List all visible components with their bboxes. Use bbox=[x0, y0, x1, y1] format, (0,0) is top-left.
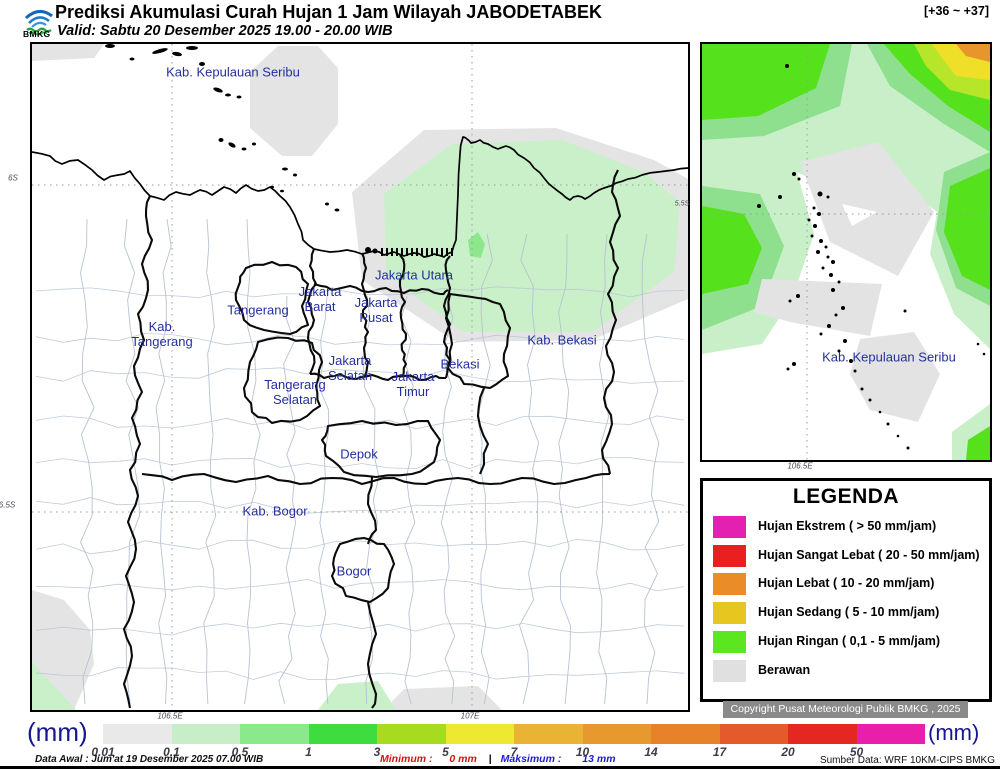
legend-item-label: Hujan Lebat ( 10 - 20 mm/jam) bbox=[758, 576, 935, 591]
legend-item-label: Hujan Ringan ( 0,1 - 5 mm/jam) bbox=[758, 633, 940, 648]
map-region-label-kab-tangerang: Kab. Tangerang bbox=[131, 319, 193, 349]
colorbar-tick: 0.5 bbox=[231, 745, 249, 759]
colorbar-segment bbox=[308, 724, 377, 744]
map-region-label-jakarta-barat: Jakarta Barat bbox=[298, 284, 342, 314]
page-title: Prediksi Akumulasi Curah Hujan 1 Jam Wil… bbox=[55, 2, 602, 22]
map-region-label-bekasi: Bekasi bbox=[440, 356, 480, 372]
legend-item: Hujan Ringan ( 0,1 - 5 mm/jam) bbox=[703, 630, 989, 653]
colorbar-tick: 0.01 bbox=[91, 745, 115, 759]
legend-item: Hujan Sangat Lebat ( 20 - 50 mm/jam) bbox=[703, 544, 989, 567]
map-axis-label: 107E bbox=[460, 711, 480, 721]
legend-item: Hujan Lebat ( 10 - 20 mm/jam) bbox=[703, 573, 989, 596]
legend-box: LEGENDA Hujan Ekstrem ( > 50 mm/jam) Huja… bbox=[700, 478, 992, 702]
legend-item-label: Hujan Sedang ( 5 - 10 mm/jam) bbox=[758, 605, 940, 620]
colorbar-segment bbox=[171, 724, 240, 744]
colorbar-segment bbox=[788, 724, 857, 744]
legend-color-swatch bbox=[713, 573, 746, 596]
forecast-lead-time: [+36 ~ +37] bbox=[924, 4, 989, 18]
legend-color-swatch bbox=[713, 602, 746, 625]
colorbar-unit-right: (mm) bbox=[928, 720, 980, 745]
colorbar-tick: 0.1 bbox=[163, 745, 180, 759]
colorbar-tick: 17 bbox=[712, 745, 727, 759]
legend-item: Hujan Sedang ( 5 - 10 mm/jam) bbox=[703, 602, 989, 625]
main-map: Kab. Kepulauan Seribu Jakarta Utara Jakart… bbox=[30, 42, 690, 712]
map-region-label-jakarta-pusat: Jakarta Pusat bbox=[354, 295, 398, 325]
map-region-label-kab-kepulauan-seribu: Kab. Kepulauan Seribu bbox=[166, 64, 300, 80]
colorbar-tick: 50 bbox=[849, 745, 864, 759]
legend-title: LEGENDA bbox=[792, 485, 900, 508]
valid-time-subtitle: Valid: Sabtu 20 Desember 2025 19.00 - 20… bbox=[57, 23, 393, 39]
colorbar-tick: 7 bbox=[510, 745, 518, 759]
colorbar-segment bbox=[103, 724, 172, 744]
map-region-label-tangerang: Tangerang bbox=[227, 302, 289, 318]
colorbar-tick: 14 bbox=[644, 745, 658, 759]
colorbar-tick: 1 bbox=[305, 745, 312, 759]
colorbar-segment bbox=[582, 724, 651, 744]
map-axis-label: 6.5S bbox=[0, 500, 16, 510]
map-axis-label: 106.5E bbox=[157, 711, 183, 721]
colorbar-segment bbox=[445, 724, 514, 744]
separator: | bbox=[488, 753, 492, 765]
colorbar-unit-left: (mm) bbox=[27, 717, 88, 747]
minimum-value: 0 mm bbox=[449, 753, 477, 765]
colorbar-segment bbox=[514, 724, 583, 744]
maksimum-value: 13 mm bbox=[582, 753, 616, 765]
inset-lat-label: 5.5S bbox=[674, 200, 690, 208]
legend-color-swatch bbox=[713, 516, 746, 538]
bmkg-logo-icon bbox=[24, 10, 53, 36]
map-region-label-jakarta-selatan: Jakarta Selatan bbox=[327, 353, 373, 383]
legend-item-label: Hujan Sangat Lebat ( 20 - 50 mm/jam) bbox=[758, 547, 980, 562]
map-axis-label: 6S bbox=[8, 173, 18, 183]
map-region-label-jakarta-utara: Jakarta Utara bbox=[374, 267, 454, 283]
copyright-bar: Copyright Pusat Meteorologi Publik BMKG … bbox=[723, 701, 968, 718]
colorbar-segment bbox=[719, 724, 788, 744]
minimum-label: Minimum : bbox=[380, 753, 433, 765]
inset-map-canvas bbox=[702, 44, 990, 460]
bottom-divider bbox=[0, 766, 1000, 769]
data-source-text: Sumber Data: WRF 10KM-CIPS BMKG bbox=[819, 755, 995, 766]
colorbar-segment bbox=[856, 724, 925, 744]
map-region-label-depok: Depok bbox=[340, 446, 378, 462]
colorbar-segment bbox=[377, 724, 446, 744]
colorbar-tick: 10 bbox=[575, 745, 590, 759]
inset-overview-map: Kab. Kepulauan Seribu bbox=[700, 42, 992, 462]
inset-lon-label: 106.5E bbox=[787, 461, 813, 471]
legend-item: Berawan bbox=[703, 659, 989, 682]
colorbar-tick: 20 bbox=[781, 745, 795, 759]
data-awal-text: Data Awal : Jum'at 19 Desember 2025 07.0… bbox=[35, 754, 264, 765]
map-region-label-bogor: Bogor bbox=[336, 563, 372, 579]
colorbar-tick: 5 bbox=[442, 745, 449, 759]
legend-color-swatch bbox=[713, 544, 746, 567]
maksimum-label: Maksimum : bbox=[500, 753, 562, 765]
legend-item-label: Hujan Ekstrem ( > 50 mm/jam) bbox=[758, 519, 937, 533]
map-region-label-jakarta-timur: Jakarta Timur bbox=[391, 369, 435, 399]
bmkg-logo-text: BMKG bbox=[23, 29, 51, 39]
min-max-summary: Minimum : 0 mm | Maksimum : 13 mm bbox=[380, 753, 616, 765]
legend-color-swatch bbox=[713, 630, 746, 653]
colorbar-segment bbox=[240, 724, 309, 744]
map-region-label-kab-bekasi: Kab. Bekasi bbox=[527, 332, 597, 348]
main-map-canvas bbox=[32, 44, 688, 710]
colorbar-segment bbox=[651, 724, 720, 744]
legend-color-swatch bbox=[713, 659, 746, 682]
inset-region-label: Kab. Kepulauan Seribu bbox=[822, 349, 956, 365]
map-region-label-kab-bogor: Kab. Bogor bbox=[242, 503, 308, 519]
legend-item-label: Berawan bbox=[758, 662, 811, 677]
map-region-label-tangerang-selatan: Tangerang Selatan bbox=[264, 377, 326, 407]
colorbar-tick: 3 bbox=[373, 745, 381, 759]
legend-item: Hujan Ekstrem ( > 50 mm/jam) bbox=[703, 516, 989, 538]
colorbar bbox=[103, 724, 925, 744]
